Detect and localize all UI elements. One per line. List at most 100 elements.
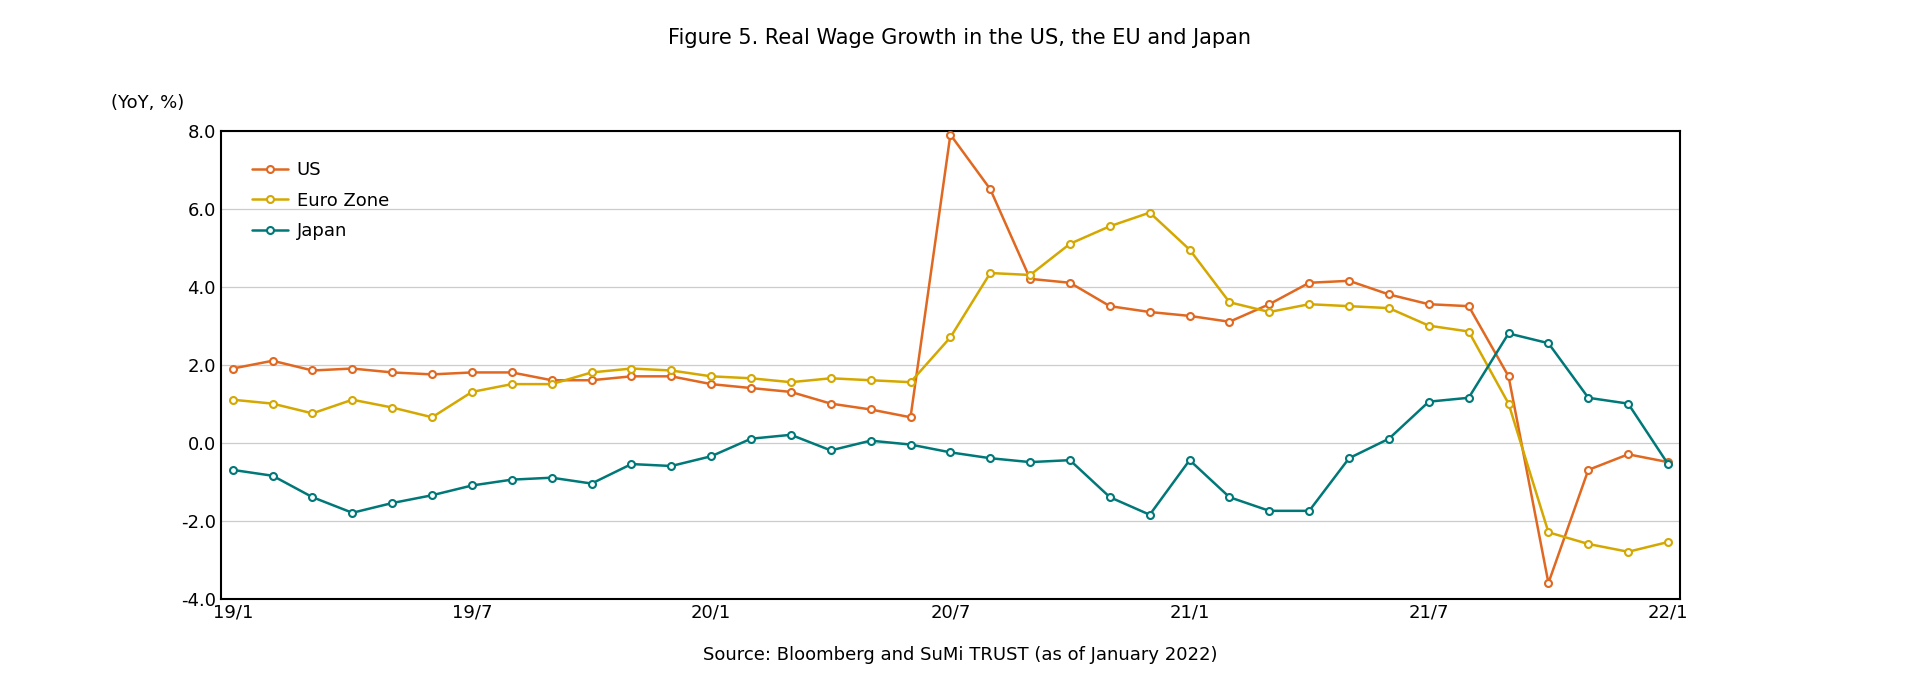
US bbox=[380, 368, 403, 376]
Japan bbox=[342, 508, 365, 517]
US bbox=[820, 400, 843, 408]
US bbox=[1179, 312, 1202, 320]
Euro Zone bbox=[1377, 304, 1400, 312]
Euro Zone bbox=[1536, 528, 1559, 537]
Japan bbox=[620, 460, 643, 468]
Euro Zone bbox=[1617, 548, 1640, 556]
Japan bbox=[1498, 330, 1521, 338]
US bbox=[1657, 458, 1680, 466]
Euro Zone bbox=[301, 409, 324, 418]
Line: Euro Zone: Euro Zone bbox=[228, 209, 1672, 555]
US bbox=[1139, 308, 1162, 316]
Japan bbox=[221, 466, 244, 474]
US bbox=[620, 372, 643, 380]
Euro Zone bbox=[739, 374, 762, 383]
Japan bbox=[858, 437, 881, 445]
US bbox=[979, 185, 1002, 193]
US bbox=[1098, 302, 1121, 310]
Japan bbox=[1338, 454, 1361, 462]
US bbox=[1377, 290, 1400, 299]
Japan bbox=[660, 462, 684, 470]
Euro Zone bbox=[221, 396, 244, 404]
Euro Zone bbox=[1058, 239, 1081, 248]
Japan bbox=[1617, 400, 1640, 408]
Japan bbox=[1258, 506, 1281, 515]
Text: Source: Bloomberg and SuMi TRUST (as of January 2022): Source: Bloomberg and SuMi TRUST (as of … bbox=[703, 647, 1217, 665]
Euro Zone bbox=[1098, 222, 1121, 230]
US bbox=[1417, 300, 1440, 308]
Japan bbox=[739, 435, 762, 443]
Euro Zone bbox=[1457, 327, 1480, 336]
Euro Zone bbox=[1139, 208, 1162, 217]
Euro Zone bbox=[660, 366, 684, 374]
Japan bbox=[1020, 458, 1043, 466]
Japan bbox=[1576, 394, 1599, 402]
US bbox=[420, 370, 444, 378]
US bbox=[501, 368, 524, 376]
Japan bbox=[1298, 506, 1321, 515]
Japan bbox=[699, 452, 722, 460]
Euro Zone bbox=[380, 403, 403, 411]
US bbox=[858, 405, 881, 413]
Euro Zone bbox=[699, 372, 722, 380]
Japan bbox=[380, 499, 403, 507]
US bbox=[301, 366, 324, 374]
Euro Zone bbox=[1417, 321, 1440, 330]
US bbox=[699, 380, 722, 388]
Japan bbox=[1457, 394, 1480, 402]
Euro Zone bbox=[1657, 538, 1680, 546]
Euro Zone bbox=[1020, 271, 1043, 279]
Japan bbox=[420, 491, 444, 499]
US bbox=[660, 372, 684, 380]
Euro Zone bbox=[979, 269, 1002, 277]
Japan bbox=[1179, 456, 1202, 464]
Japan bbox=[580, 480, 603, 488]
Japan bbox=[820, 447, 843, 455]
Euro Zone bbox=[620, 365, 643, 373]
US bbox=[342, 365, 365, 373]
Japan bbox=[1098, 493, 1121, 502]
Euro Zone bbox=[261, 400, 284, 408]
Japan bbox=[1657, 460, 1680, 468]
Japan bbox=[461, 482, 484, 490]
Euro Zone bbox=[540, 380, 563, 388]
US bbox=[1217, 318, 1240, 326]
Text: (YoY, %): (YoY, %) bbox=[111, 94, 184, 112]
Japan bbox=[1377, 435, 1400, 443]
US bbox=[1058, 279, 1081, 287]
US bbox=[540, 376, 563, 385]
Japan bbox=[1217, 493, 1240, 502]
Text: Figure 5. Real Wage Growth in the US, the EU and Japan: Figure 5. Real Wage Growth in the US, th… bbox=[668, 28, 1252, 47]
US bbox=[1498, 372, 1521, 380]
Euro Zone bbox=[820, 374, 843, 383]
US bbox=[1298, 279, 1321, 287]
US bbox=[1576, 466, 1599, 474]
Euro Zone bbox=[501, 380, 524, 388]
US bbox=[899, 413, 922, 421]
Japan bbox=[261, 472, 284, 480]
Euro Zone bbox=[899, 378, 922, 386]
Japan bbox=[899, 440, 922, 449]
US bbox=[780, 388, 803, 396]
Japan bbox=[501, 475, 524, 484]
Euro Zone bbox=[580, 368, 603, 376]
Euro Zone bbox=[1298, 300, 1321, 308]
Euro Zone bbox=[1217, 298, 1240, 306]
US bbox=[939, 131, 962, 139]
US bbox=[1617, 450, 1640, 458]
Euro Zone bbox=[1258, 308, 1281, 316]
US bbox=[580, 376, 603, 385]
Euro Zone bbox=[1338, 302, 1361, 310]
Japan bbox=[1417, 398, 1440, 406]
Japan bbox=[1536, 339, 1559, 347]
Japan bbox=[979, 454, 1002, 462]
Euro Zone bbox=[461, 388, 484, 396]
US bbox=[1338, 277, 1361, 285]
US bbox=[1020, 275, 1043, 283]
US bbox=[261, 356, 284, 365]
US bbox=[221, 365, 244, 373]
Line: US: US bbox=[228, 131, 1672, 586]
Euro Zone bbox=[342, 396, 365, 404]
Euro Zone bbox=[420, 413, 444, 421]
US bbox=[1258, 300, 1281, 308]
